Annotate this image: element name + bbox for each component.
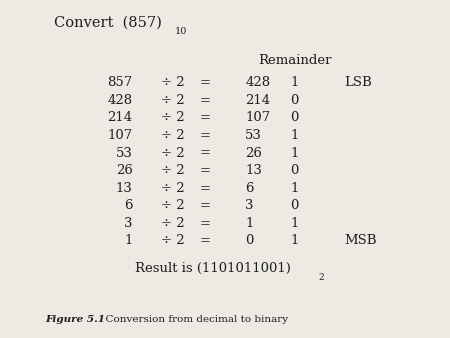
Text: =: = <box>199 147 210 160</box>
Text: 13: 13 <box>245 164 262 177</box>
Text: ÷ 2: ÷ 2 <box>162 235 185 247</box>
Text: ÷ 2: ÷ 2 <box>162 217 185 230</box>
Text: 0: 0 <box>291 112 299 124</box>
Text: 1: 1 <box>291 235 299 247</box>
Text: ÷ 2: ÷ 2 <box>162 94 185 107</box>
Text: 428: 428 <box>108 94 133 107</box>
Text: =: = <box>199 164 210 177</box>
Text: ÷ 2: ÷ 2 <box>162 76 185 89</box>
Text: =: = <box>199 235 210 247</box>
Text: 0: 0 <box>245 235 254 247</box>
Text: ÷ 2: ÷ 2 <box>162 147 185 160</box>
Text: LSB: LSB <box>344 76 372 89</box>
Text: 1: 1 <box>291 147 299 160</box>
Text: 6: 6 <box>245 182 254 195</box>
Text: ÷ 2: ÷ 2 <box>162 129 185 142</box>
Text: 0: 0 <box>291 94 299 107</box>
Text: 1: 1 <box>245 217 254 230</box>
Text: Remainder: Remainder <box>258 53 332 67</box>
Text: 214: 214 <box>245 94 270 107</box>
Text: =: = <box>199 182 210 195</box>
Text: 107: 107 <box>108 129 133 142</box>
Text: 857: 857 <box>108 76 133 89</box>
Text: 214: 214 <box>108 112 133 124</box>
Text: ÷ 2: ÷ 2 <box>162 164 185 177</box>
Text: =: = <box>199 217 210 230</box>
Text: Figure 5.1: Figure 5.1 <box>45 315 105 324</box>
Text: =: = <box>199 199 210 212</box>
Text: 10: 10 <box>175 27 187 37</box>
Text: ÷ 2: ÷ 2 <box>162 112 185 124</box>
Text: =: = <box>199 94 210 107</box>
Text: 2: 2 <box>319 272 324 282</box>
Text: ÷ 2: ÷ 2 <box>162 182 185 195</box>
Text: 3: 3 <box>245 199 254 212</box>
Text: 53: 53 <box>116 147 133 160</box>
Text: Convert  (857): Convert (857) <box>54 16 162 30</box>
Text: 53: 53 <box>245 129 262 142</box>
Text: =: = <box>199 112 210 124</box>
Text: 1: 1 <box>291 76 299 89</box>
Text: 107: 107 <box>245 112 270 124</box>
Text: 1: 1 <box>124 235 133 247</box>
Text: Result is (1101011001): Result is (1101011001) <box>135 262 291 275</box>
Text: =: = <box>199 76 210 89</box>
Text: 1: 1 <box>291 217 299 230</box>
Text: 0: 0 <box>291 199 299 212</box>
Text: =: = <box>199 129 210 142</box>
Text: ÷ 2: ÷ 2 <box>162 199 185 212</box>
Text: 13: 13 <box>116 182 133 195</box>
Text: 3: 3 <box>124 217 133 230</box>
Text: 1: 1 <box>291 129 299 142</box>
Text: 1: 1 <box>291 182 299 195</box>
Text: 0: 0 <box>291 164 299 177</box>
Text: 6: 6 <box>124 199 133 212</box>
Text: 26: 26 <box>245 147 262 160</box>
Text: 26: 26 <box>116 164 133 177</box>
Text: MSB: MSB <box>344 235 377 247</box>
Text: Conversion from decimal to binary: Conversion from decimal to binary <box>99 315 288 324</box>
Text: 428: 428 <box>245 76 270 89</box>
